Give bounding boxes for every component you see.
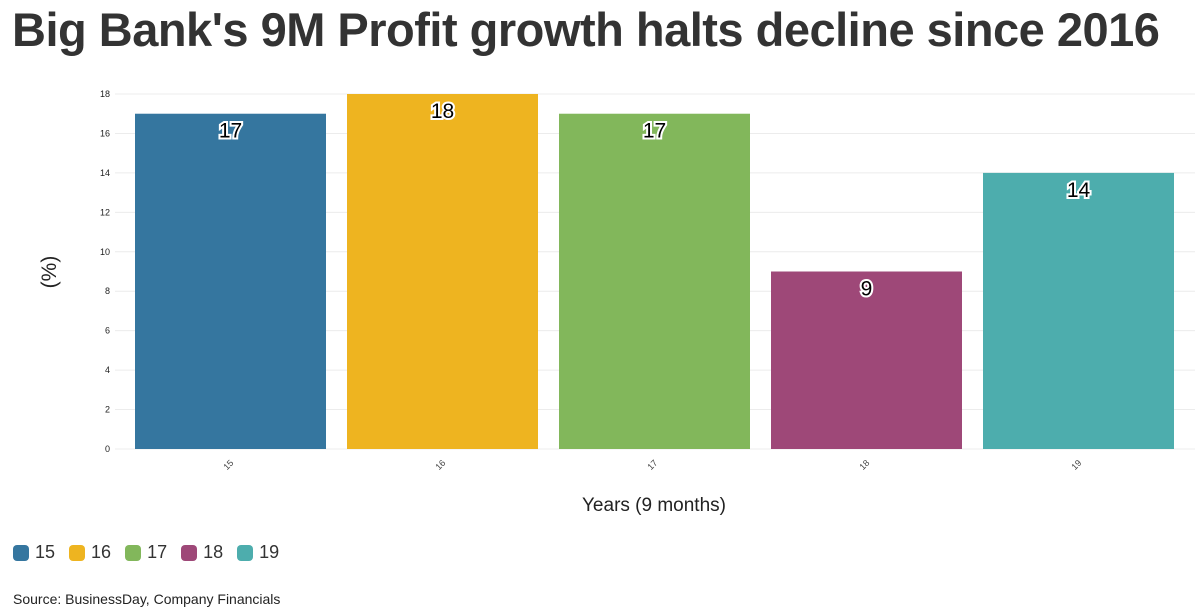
legend-swatch [13, 544, 29, 561]
legend-label: 18 [203, 542, 224, 562]
legend-label: 15 [35, 542, 56, 562]
bar-17 [559, 113, 750, 449]
legend-item-19[interactable]: 19 [237, 542, 279, 563]
y-axis-label: (%) [38, 256, 61, 289]
x-tick-label: 16 [433, 458, 447, 472]
bar-16 [347, 94, 538, 449]
y-tick-label: 10 [100, 247, 110, 257]
legend-label: 16 [91, 542, 112, 562]
legend-label: 19 [259, 542, 280, 562]
x-tick-label: 18 [857, 458, 871, 472]
legend-label: 17 [147, 542, 168, 562]
y-tick-label: 16 [100, 128, 110, 138]
legend-item-17[interactable]: 17 [125, 542, 167, 563]
bar-19 [983, 172, 1174, 449]
legend-item-15[interactable]: 15 [13, 542, 55, 563]
legend-swatch [181, 544, 198, 561]
data-label: 17 [643, 120, 666, 143]
data-label: 18 [431, 100, 454, 123]
chart-title: Big Bank's 9M Profit growth halts declin… [12, 3, 1160, 56]
source-note: Source: BusinessDay, Company Financials [13, 591, 281, 607]
legend-item-18[interactable]: 18 [181, 542, 223, 563]
bar-chart: 0 2 4 6 8 10 12 14 16 18 17 15 18 16 17 17 9 18 14 19 Years … [38, 89, 1195, 516]
x-tick-label: 19 [1069, 458, 1083, 472]
x-tick-label: 15 [221, 458, 235, 472]
legend-swatch [237, 544, 254, 561]
legend-swatch [69, 544, 86, 561]
data-label: 14 [1067, 179, 1091, 202]
y-tick-label: 4 [105, 365, 110, 375]
x-tick-label: 17 [645, 458, 659, 472]
y-tick-label: 6 [105, 326, 110, 336]
legend: 15 16 17 18 19 [13, 542, 279, 563]
bar-18 [771, 271, 962, 449]
y-tick-label: 0 [105, 444, 110, 454]
y-tick-label: 14 [100, 168, 110, 178]
y-tick-label: 12 [100, 207, 110, 217]
x-axis-label: Years (9 months) [582, 495, 726, 516]
y-tick-label: 2 [105, 405, 110, 415]
legend-item-16[interactable]: 16 [69, 542, 111, 563]
y-tick-label: 8 [105, 286, 110, 296]
data-label: 17 [219, 120, 242, 143]
bar-15 [135, 113, 326, 449]
legend-swatch [125, 544, 142, 561]
data-label: 9 [861, 278, 873, 301]
y-tick-label: 18 [100, 89, 110, 99]
